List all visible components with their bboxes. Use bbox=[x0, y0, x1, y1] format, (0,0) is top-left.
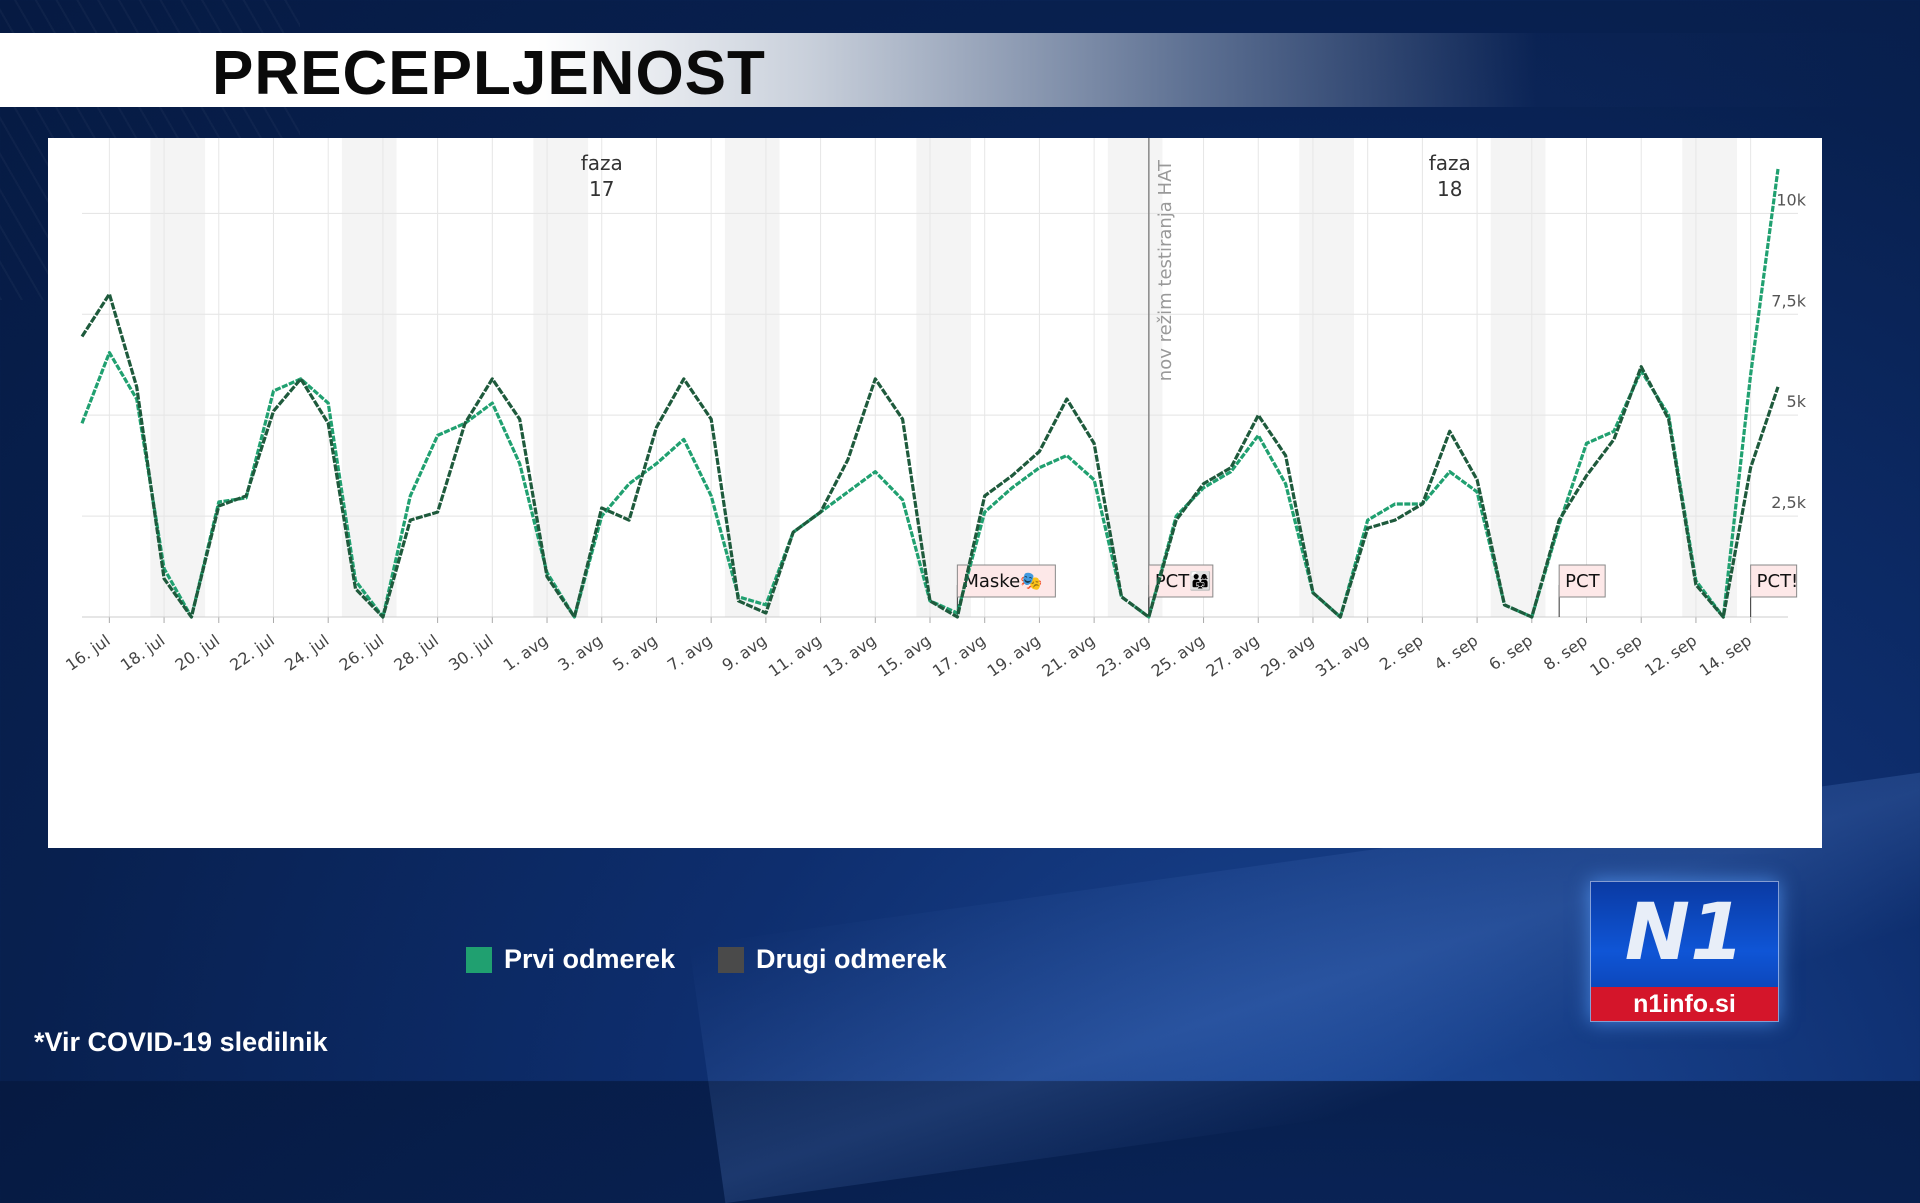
x-tick-label: 5. avg bbox=[609, 631, 661, 675]
title-bar: PRECEPLJENOST bbox=[0, 33, 1920, 108]
n1-logo-mark: N1 bbox=[1624, 888, 1745, 978]
x-tick-label: 30. jul bbox=[445, 631, 496, 675]
x-tick-label: 21. avg bbox=[1038, 631, 1098, 681]
flag-label: Maske🎭 bbox=[963, 571, 1042, 592]
x-tick-label: 18. jul bbox=[117, 631, 168, 675]
phase-number: 18 bbox=[1437, 177, 1462, 201]
n1-logo: N1 n1info.si bbox=[1590, 881, 1779, 1022]
y-tick-label: 7,5k bbox=[1771, 291, 1806, 310]
y-tick-label: 2,5k bbox=[1771, 493, 1806, 512]
weekend-band bbox=[916, 138, 972, 617]
flag-box bbox=[956, 564, 1056, 598]
x-tick-label: 12. sep bbox=[1641, 631, 1700, 680]
legend-item-second-dose: Drugi odmerek bbox=[718, 944, 947, 975]
x-tick-label: 11. avg bbox=[765, 631, 825, 681]
flag-label: PCT! bbox=[1757, 571, 1799, 592]
x-tick-label: 4. sep bbox=[1431, 631, 1482, 674]
y-tick-label: 10k bbox=[1776, 190, 1806, 209]
x-tick-label: 7. avg bbox=[664, 631, 716, 675]
weekend-band bbox=[1107, 138, 1163, 617]
x-tick-label: 14. sep bbox=[1696, 631, 1755, 680]
flag-label: PCT bbox=[1565, 571, 1600, 592]
x-tick-label: 31. avg bbox=[1312, 631, 1372, 681]
weekend-band bbox=[341, 138, 397, 617]
x-tick-label: 20. jul bbox=[172, 631, 223, 675]
x-tick-label: 27. avg bbox=[1203, 631, 1263, 681]
flag-box bbox=[1558, 564, 1606, 598]
source-note: *Vir COVID-19 sledilnik bbox=[34, 1027, 328, 1057]
phase-label: faza bbox=[1429, 151, 1471, 175]
legend-swatch-first-dose bbox=[466, 946, 492, 973]
chart-panel: 2,5k 5k 7,5k 10k 16. jul 18. jul 20. jul 22. ju… bbox=[48, 138, 1822, 848]
series-line-second-dose bbox=[80, 292, 1780, 619]
x-tick-label: 24. jul bbox=[281, 631, 332, 675]
x-tick-label: 28. jul bbox=[390, 631, 441, 675]
weekend-band bbox=[533, 138, 589, 617]
x-tick-label: 2. sep bbox=[1376, 631, 1427, 674]
weekend-band bbox=[1490, 138, 1546, 617]
legend-item-first-dose: Prvi odmerek bbox=[466, 944, 675, 975]
x-tick-label: 6. sep bbox=[1485, 631, 1536, 674]
x-tick-label: 29. avg bbox=[1257, 631, 1317, 681]
x-tick-label: 22. jul bbox=[226, 631, 277, 675]
phase-label: faza bbox=[581, 151, 623, 175]
legend-label-first-dose: Prvi odmerek bbox=[504, 944, 676, 974]
x-tick-label: 9. avg bbox=[718, 631, 770, 675]
x-tick-label: 23. avg bbox=[1093, 631, 1153, 681]
flag-label: PCT👨‍👩‍👧 bbox=[1155, 570, 1212, 592]
x-tick-label: 8. sep bbox=[1540, 631, 1591, 674]
x-tick-label: 16. jul bbox=[62, 631, 113, 675]
legend-label-second-dose: Drugi odmerek bbox=[756, 944, 947, 974]
x-tick-label: 26. jul bbox=[336, 631, 387, 675]
x-tick-label: 3. avg bbox=[554, 631, 606, 675]
weekend-band bbox=[1682, 138, 1737, 617]
phase-divider-label: nov režim testiranja HAT bbox=[1155, 159, 1176, 381]
weekend-band bbox=[724, 138, 780, 617]
x-tick-label: 25. avg bbox=[1148, 631, 1208, 681]
n1-logo-url: n1info.si bbox=[1591, 987, 1778, 1021]
x-tick-label: 1. avg bbox=[500, 631, 552, 675]
weekend-band bbox=[1299, 138, 1354, 617]
series-line-first-dose bbox=[80, 168, 1780, 619]
x-tick-label: 19. avg bbox=[984, 631, 1044, 681]
legend-swatch-second-dose bbox=[718, 946, 744, 973]
x-tick-label: 15. avg bbox=[874, 631, 934, 681]
x-tick-label: 13. avg bbox=[820, 631, 880, 681]
y-tick-label: 5k bbox=[1787, 392, 1807, 411]
x-tick-label: 10. sep bbox=[1586, 631, 1645, 680]
x-tick-label: 17. avg bbox=[929, 631, 989, 681]
page-title: PRECEPLJENOST bbox=[212, 39, 766, 108]
phase-number: 17 bbox=[589, 177, 614, 201]
vaccination-line-chart: 2,5k 5k 7,5k 10k 16. jul 18. jul 20. jul 22. ju… bbox=[62, 138, 1807, 681]
flag-box bbox=[1750, 564, 1798, 598]
